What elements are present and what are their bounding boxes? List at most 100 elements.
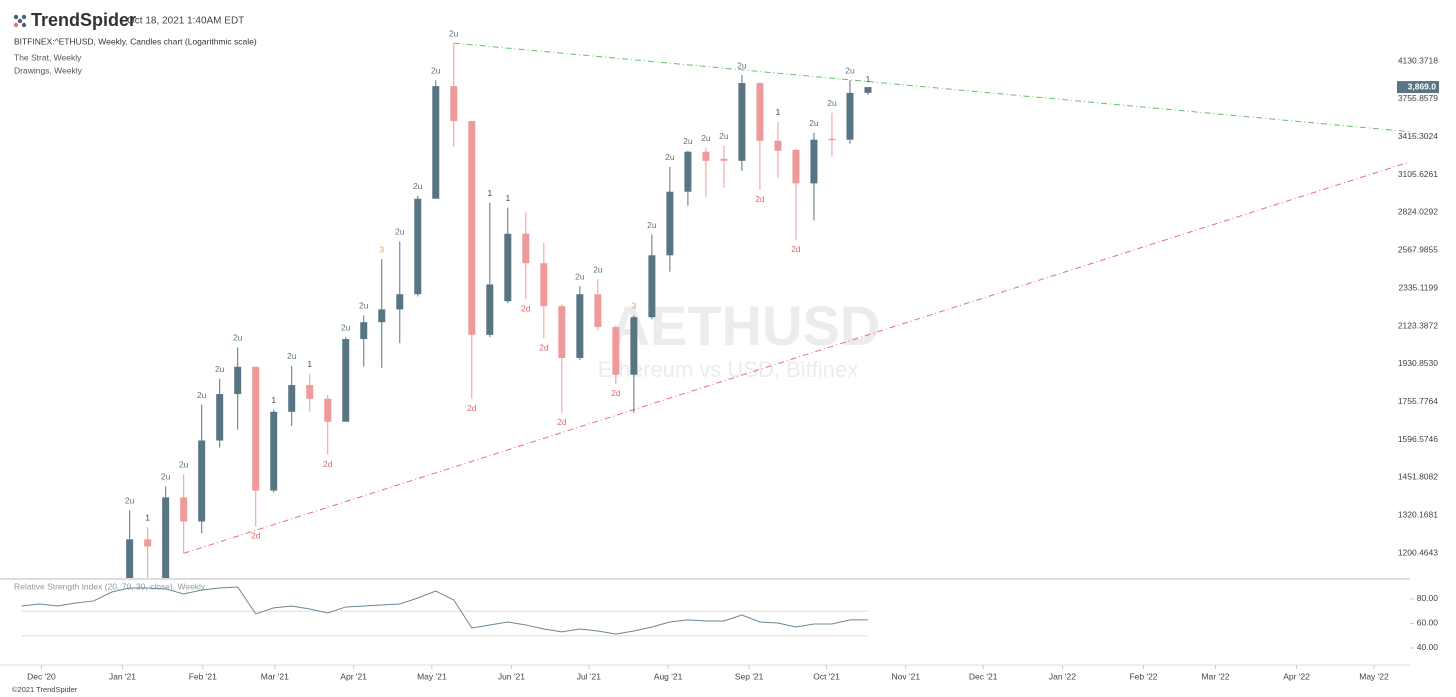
y-tick-label: 2335.1199 xyxy=(1398,282,1438,292)
strat-label: 2u xyxy=(575,271,585,281)
candle-body xyxy=(216,394,224,441)
logo xyxy=(13,14,27,28)
strat-label: 2d xyxy=(611,388,621,398)
logo-dot xyxy=(21,22,27,28)
candle-body xyxy=(324,398,332,422)
drawings-info: Drawings, Weekly xyxy=(14,65,83,75)
strat-label: 2d xyxy=(755,194,765,204)
candle-body xyxy=(306,385,314,399)
candle-body xyxy=(846,92,854,140)
x-tick-label: Feb '22 xyxy=(1129,671,1157,681)
candle-body xyxy=(450,86,458,122)
strat-label: 1 xyxy=(271,395,276,405)
candle-body xyxy=(864,87,872,93)
strat-label: 2u xyxy=(845,65,855,75)
y-tick-label: 1930.8530 xyxy=(1398,358,1438,368)
y-tick-label: 3415.3024 xyxy=(1398,131,1438,141)
candle-body xyxy=(756,83,764,141)
candle-body xyxy=(666,191,674,256)
strat-label: 2u xyxy=(683,136,693,146)
strat-label: 2u xyxy=(665,152,675,162)
candle-body xyxy=(774,140,782,151)
candle-body xyxy=(810,139,818,184)
x-tick-label: Oct '21 xyxy=(813,671,840,681)
x-tick-label: Dec '20 xyxy=(27,671,56,681)
candle-body xyxy=(486,284,494,335)
candle-body xyxy=(576,294,584,358)
y-tick-label: 2567.9855 xyxy=(1398,245,1438,255)
x-tick-label: Nov '21 xyxy=(892,671,921,681)
x-tick-label: Mar '22 xyxy=(1201,671,1229,681)
strat-label: 2u xyxy=(287,351,297,361)
strat-label: 2d xyxy=(323,459,333,469)
strat-label: 3 xyxy=(632,301,637,311)
x-tick-label: Jun '21 xyxy=(498,671,525,681)
strat-label: 2u xyxy=(197,390,207,400)
y-tick-label: 1596.5746 xyxy=(1398,434,1438,444)
chart-info: BITFINEX:^ETHUSD, Weekly, Candles chart … xyxy=(14,36,257,46)
x-tick-label: May '21 xyxy=(417,671,447,681)
strat-label: 2d xyxy=(539,342,549,352)
strat-label: 2u xyxy=(449,28,459,38)
strat-label: 2u xyxy=(647,220,657,230)
strat-label: 1 xyxy=(307,359,312,369)
strat-label: 2u xyxy=(179,460,189,470)
watermark-subtitle: Ethereum vs USD, Bitfinex xyxy=(598,357,858,382)
brand: TrendSpider xyxy=(31,10,136,30)
candle-body xyxy=(288,385,296,412)
y-tick-label: 80.00 xyxy=(1417,593,1439,603)
x-tick-label: Jul '21 xyxy=(577,671,602,681)
candle-body xyxy=(252,366,260,491)
strat-label: 2u xyxy=(341,322,351,332)
candle-body xyxy=(594,294,602,328)
candle-body xyxy=(270,411,278,491)
candle-body xyxy=(414,198,422,295)
strat-label: 2d xyxy=(557,417,567,427)
last-price-label: 3,869.0 xyxy=(1408,81,1437,91)
x-tick-label: Feb '21 xyxy=(189,671,217,681)
strat-label: 2u xyxy=(395,227,405,237)
strat-label: 1 xyxy=(505,193,510,203)
strat-label: 2u xyxy=(431,65,441,75)
x-tick-label: May '22 xyxy=(1359,671,1389,681)
candle-body xyxy=(522,233,530,264)
y-tick-label: 2123.3872 xyxy=(1398,320,1438,330)
y-tick-label: 1320.1681 xyxy=(1398,510,1438,520)
candle-body xyxy=(396,294,404,310)
strat-label: 1 xyxy=(776,107,781,117)
strat-label: 2u xyxy=(215,364,225,374)
trendline xyxy=(453,42,1410,133)
strat-label: 2u xyxy=(737,60,747,70)
candle-body xyxy=(468,121,476,335)
strat-label: 2u xyxy=(593,265,603,275)
candle-body xyxy=(234,366,242,395)
logo-dot xyxy=(13,22,19,28)
candle-body xyxy=(828,138,836,141)
y-tick-label: 3755.8579 xyxy=(1398,93,1438,103)
candle-body xyxy=(180,497,188,522)
indicator-info: The Strat, Weekly xyxy=(14,52,82,62)
x-tick-label: Dec '21 xyxy=(969,671,998,681)
candle-body xyxy=(540,263,548,307)
strat-label: 2u xyxy=(233,333,243,343)
logo-dot xyxy=(17,18,23,24)
candle-body xyxy=(720,158,728,161)
y-tick-label: 4130.3718 xyxy=(1398,55,1438,65)
candle-body xyxy=(630,317,638,375)
candle-body xyxy=(144,539,152,547)
y-tick-label: 2824.0292 xyxy=(1398,207,1438,217)
last-price-box xyxy=(1397,81,1439,94)
candle-body xyxy=(504,233,512,302)
y-tick-label: 1755.7764 xyxy=(1398,396,1438,406)
candle-body xyxy=(702,151,710,161)
x-tick-label: Apr '22 xyxy=(1283,671,1310,681)
strat-label: 2u xyxy=(125,496,135,506)
timestamp: Oct 18, 2021 1:40AM EDT xyxy=(127,16,244,27)
x-tick-label: Jan '22 xyxy=(1049,671,1076,681)
candle-body xyxy=(198,440,206,522)
logo-dot xyxy=(13,14,19,20)
x-tick-label: Apr '21 xyxy=(340,671,367,681)
strat-label: 1 xyxy=(866,74,871,84)
